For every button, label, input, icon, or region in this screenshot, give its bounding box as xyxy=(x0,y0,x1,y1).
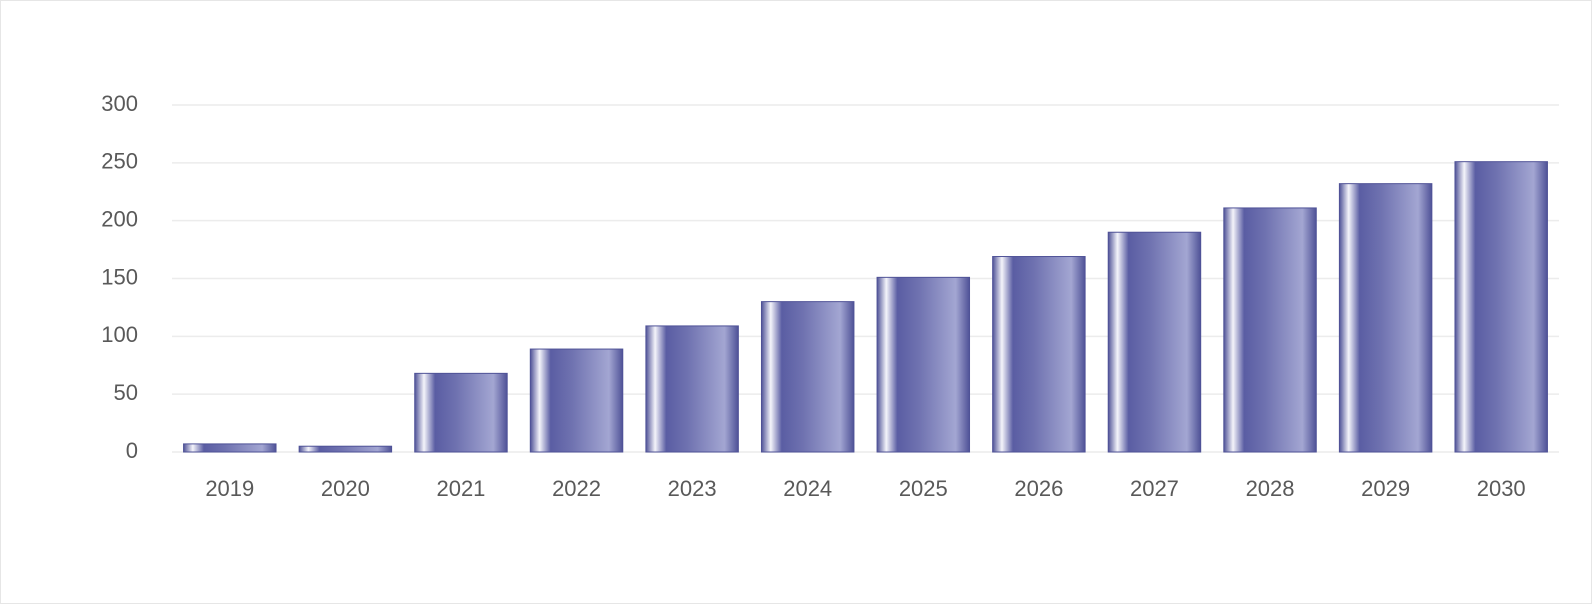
bar xyxy=(992,256,1086,453)
x-tick-label: 2023 xyxy=(668,476,717,501)
x-tick-label: 2022 xyxy=(552,476,601,501)
bar xyxy=(1454,161,1548,453)
y-tick-label: 150 xyxy=(101,264,138,289)
x-tick-label: 2019 xyxy=(205,476,254,501)
y-tick-label: 200 xyxy=(101,206,138,231)
y-tick-label: 0 xyxy=(126,438,138,463)
bar xyxy=(876,276,971,453)
bar xyxy=(645,325,739,453)
x-tick-label: 2020 xyxy=(321,476,370,501)
bar xyxy=(183,443,277,453)
y-tick-label: 100 xyxy=(101,322,138,347)
x-tick-label: 2030 xyxy=(1477,476,1526,501)
y-tick-label: 50 xyxy=(114,380,138,405)
y-tick-label: 300 xyxy=(101,91,138,116)
x-tick-label: 2024 xyxy=(783,476,832,501)
x-tick-label: 2027 xyxy=(1130,476,1179,501)
bar xyxy=(529,348,624,453)
bar xyxy=(1107,231,1202,453)
bar xyxy=(298,445,393,453)
bar xyxy=(760,301,855,453)
bar xyxy=(1223,207,1317,453)
x-tick-label: 2028 xyxy=(1246,476,1295,501)
x-tick-label: 2026 xyxy=(1014,476,1063,501)
x-tick-label: 2021 xyxy=(436,476,485,501)
bar xyxy=(414,372,508,453)
y-tick-label: 250 xyxy=(101,149,138,174)
x-tick-label: 2029 xyxy=(1361,476,1410,501)
x-tick-label: 2025 xyxy=(899,476,948,501)
bar xyxy=(1338,183,1433,453)
